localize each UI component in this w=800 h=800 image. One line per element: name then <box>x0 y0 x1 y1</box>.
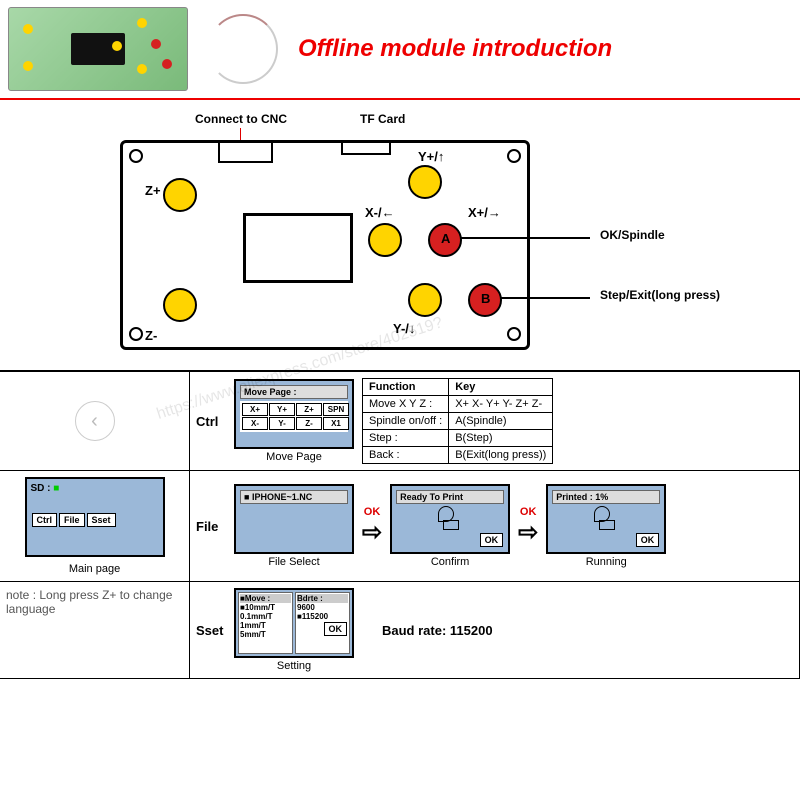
confirm-screen: Ready To Print OK <box>390 484 510 554</box>
x-minus-button[interactable] <box>368 223 402 257</box>
language-note: note : Long press Z+ to change language <box>0 582 190 679</box>
function-table: FunctionKeyMove X Y Z :X+ X- Y+ Y- Z+ Z-… <box>362 378 553 464</box>
main-page-cell: SD : ■ CtrlFileSset Main page <box>0 471 190 582</box>
board-diagram: Connect to CNC TF Card Z+ Z- Y+/↑ X-/← A… <box>0 100 800 370</box>
setting-screen: ■Move : ■10mm/T0.1mm/T1mm/T5mm/T Bdrte :… <box>234 588 354 658</box>
ok-button[interactable]: OK <box>480 533 504 547</box>
ctrl-label: Ctrl <box>196 414 226 429</box>
module-photo <box>8 7 188 91</box>
back-icon[interactable]: ‹ <box>75 401 115 441</box>
x-plus-label: X+/→ <box>468 205 501 220</box>
header: Offline module introduction <box>0 0 800 100</box>
nav-back: ‹ <box>0 372 190 471</box>
ok-button[interactable]: OK <box>324 622 348 636</box>
baud-note: Baud rate: 115200 <box>382 623 493 638</box>
sset-button[interactable]: Sset <box>87 513 116 527</box>
ctrl-row: Ctrl Move Page : X+Y+Z+SPNX-Y-Z-X1 Move … <box>190 372 800 471</box>
printer-icon <box>435 506 465 530</box>
lcd-screen <box>243 213 353 283</box>
y-plus-label: Y+/↑ <box>418 149 444 164</box>
ok-button[interactable]: OK <box>636 533 660 547</box>
page-title: Offline module introduction <box>298 35 612 63</box>
z-plus-label: Z+ <box>145 183 161 198</box>
y-plus-button[interactable] <box>408 165 442 199</box>
sset-row: Sset ■Move : ■10mm/T0.1mm/T1mm/T5mm/T Bd… <box>190 582 800 679</box>
arrow-icon: ⇨ <box>518 518 538 547</box>
z-plus-button[interactable] <box>163 178 197 212</box>
z-minus-button[interactable] <box>163 288 197 322</box>
board-outline: Z+ Z- Y+/↑ X-/← A X+/→ Y-/↓ B <box>120 140 530 350</box>
file-label: File <box>196 519 226 534</box>
a-letter: A <box>441 231 450 246</box>
x-minus-label: X-/← <box>365 205 395 220</box>
instruction-grid: ‹ Ctrl Move Page : X+Y+Z+SPNX-Y-Z-X1 Mov… <box>0 370 800 679</box>
main-page-screen: SD : ■ CtrlFileSset <box>25 477 165 557</box>
printer-icon <box>591 506 621 530</box>
y-minus-label: Y-/↓ <box>393 321 415 336</box>
b-letter: B <box>481 291 490 306</box>
connect-cnc-label: Connect to CNC <box>195 112 287 126</box>
sset-label: Sset <box>196 623 226 638</box>
running-screen: Printed : 1% OK <box>546 484 666 554</box>
file-button[interactable]: File <box>59 513 85 527</box>
step-exit-callout: Step/Exit(long press) <box>600 288 720 302</box>
cable-icon <box>208 14 278 84</box>
z-minus-label: Z- <box>145 328 157 343</box>
ok-spindle-callout: OK/Spindle <box>600 228 665 242</box>
tf-card-label: TF Card <box>360 112 405 126</box>
y-minus-button[interactable] <box>408 283 442 317</box>
file-row: File ■ IPHONE~1.NC File Select OK⇨ Ready… <box>190 471 800 582</box>
arrow-icon: ⇨ <box>362 518 382 547</box>
move-grid: X+Y+Z+SPNX-Y-Z-X1 <box>240 401 348 432</box>
move-page-screen: Move Page : X+Y+Z+SPNX-Y-Z-X1 <box>234 379 354 449</box>
file-select-screen: ■ IPHONE~1.NC <box>234 484 354 554</box>
ctrl-button[interactable]: Ctrl <box>32 513 58 527</box>
